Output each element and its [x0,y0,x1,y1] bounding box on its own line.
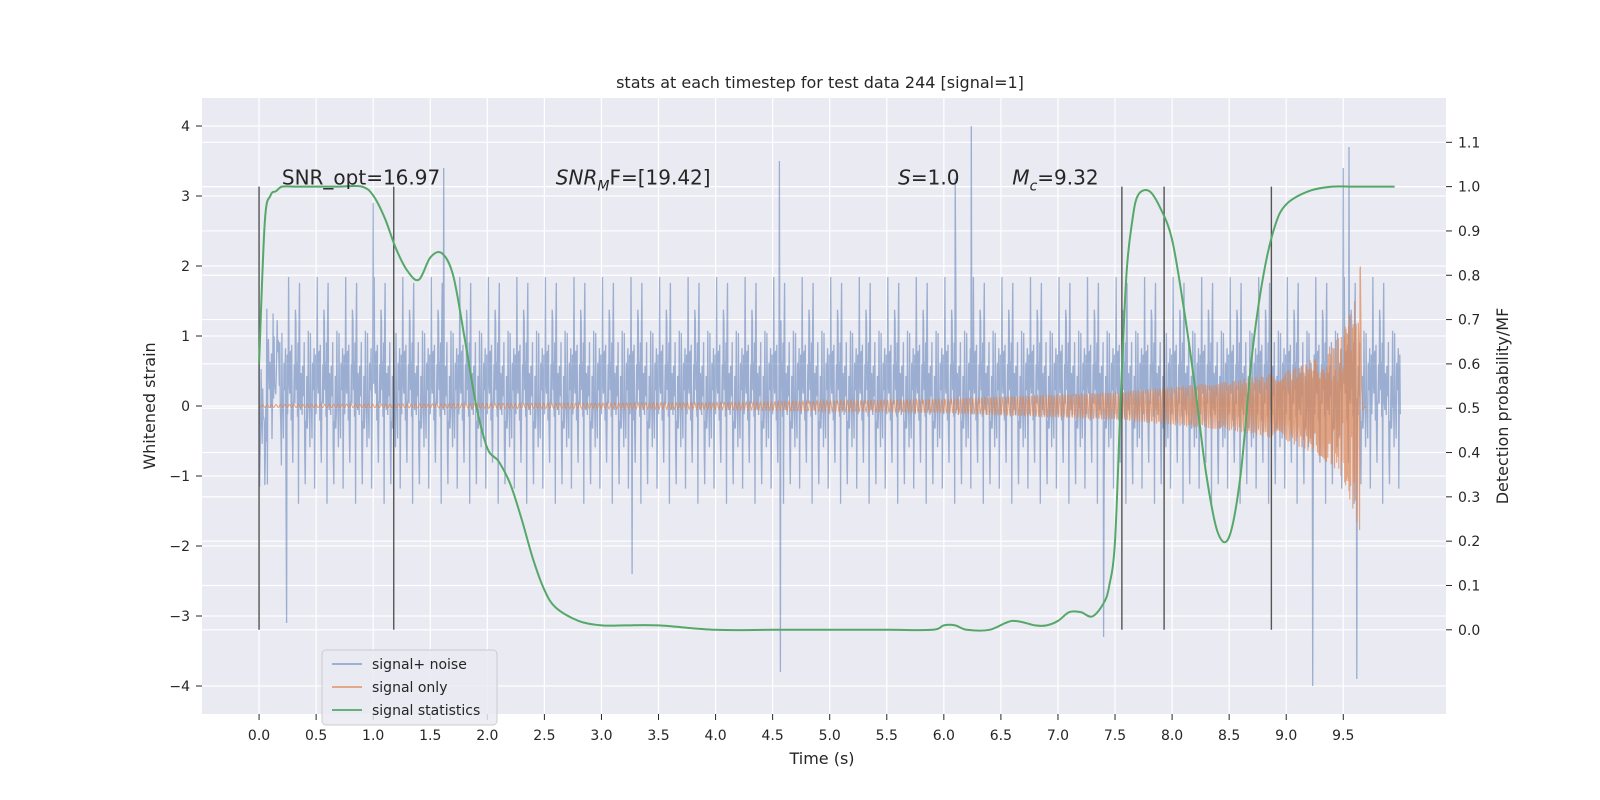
noise-trace [258,125,1401,687]
x-axis: 0.0 0.5 1.0 1.5 2.0 2.5 3.0 3.5 4.0 4.5 5.0 5.5 6.0 6… [248,714,1354,744]
statistics-line [258,184,1395,632]
x-tick-label: 1.0 [362,728,384,744]
x-tick-label: 0.0 [248,728,270,744]
legend-entry-signal-only: signal only [372,680,447,696]
annotation-3: Mc=9.32 [1012,166,1098,195]
y-right-tick-label: 0.4 [1458,446,1480,462]
y-axis-right: 0.0 0.1 0.2 0.3 0.4 0.5 0.6 0.7 0.8 0.9 1.0 1.1 [1446,135,1480,639]
legend-entry-signal-noise: signal+ noise [372,657,467,673]
y-right-tick-label: 1.1 [1458,135,1480,151]
annotation-0: SNR_opt=16.97 [282,166,440,190]
x-tick-label: 4.5 [762,728,784,744]
annotation-1: SNRMF=[19.42] [556,166,711,195]
y-tick-label: −3 [169,609,190,625]
y-tick-label: 3 [181,189,190,205]
annotation-2: S=1.0 [898,166,959,190]
x-tick-label: 9.5 [1332,728,1354,744]
y-tick-label: 4 [181,119,190,135]
series-signal-statistics [258,184,1395,632]
x-tick-label: 6.0 [933,728,955,744]
legend-box [321,649,498,726]
y-right-tick-label: 1.0 [1458,180,1480,196]
x-tick-label: 3.5 [647,728,669,744]
chart-title: stats at each timestep for test data 244… [616,73,1024,92]
y-tick-label: 0 [181,399,190,415]
y-right-tick-label: 0.5 [1458,401,1480,417]
y-tick-label: 2 [181,259,190,275]
x-axis-label: Time (s) [788,749,854,768]
y-axis-label-right: Detection probability/MF [1493,308,1512,505]
y-right-tick-label: 0.0 [1458,623,1480,639]
y-right-tick-label: 0.3 [1458,490,1480,506]
legend-entry-signal-statistics: signal statistics [372,703,480,719]
x-tick-label: 1.5 [419,728,441,744]
y-axis-left: −4 −3 −2 −1 0 1 2 3 4 [169,119,202,695]
y-tick-label: −2 [169,539,190,555]
series-signal-only [258,266,1367,531]
y-tick-label: 1 [181,329,190,345]
x-tick-label: 0.5 [305,728,327,744]
x-tick-label: 5.5 [876,728,898,744]
y-right-tick-label: 0.9 [1458,224,1480,240]
x-tick-label: 4.0 [704,728,726,744]
x-tick-label: 2.5 [533,728,555,744]
x-tick-label: 3.0 [590,728,612,744]
y-tick-label: −1 [169,469,190,485]
x-tick-label: 7.5 [1104,728,1126,744]
annotations: SNR_opt=16.97 SNRMF=[19.42] S=1.0 Mc=9.32 [282,166,1099,195]
x-tick-label: 8.0 [1161,728,1183,744]
y-right-tick-label: 0.2 [1458,534,1480,550]
series-signal-noise [258,125,1401,687]
y-right-tick-label: 0.7 [1458,313,1480,329]
x-tick-label: 6.5 [990,728,1012,744]
x-tick-label: 7.0 [1047,728,1069,744]
vertical-markers [258,186,1273,630]
legend: signal+ noise signal only signal statist… [321,649,498,726]
y-right-tick-label: 0.6 [1458,357,1480,373]
y-right-tick-label: 0.1 [1458,578,1480,594]
y-tick-label: −4 [169,679,190,695]
x-tick-label: 5.0 [819,728,841,744]
x-tick-label: 8.5 [1218,728,1240,744]
y-right-tick-label: 0.8 [1458,268,1480,284]
y-axis-label: Whitened strain [140,342,159,469]
x-tick-label: 9.0 [1275,728,1297,744]
signal-trace [258,266,1367,531]
x-tick-label: 2.0 [476,728,498,744]
